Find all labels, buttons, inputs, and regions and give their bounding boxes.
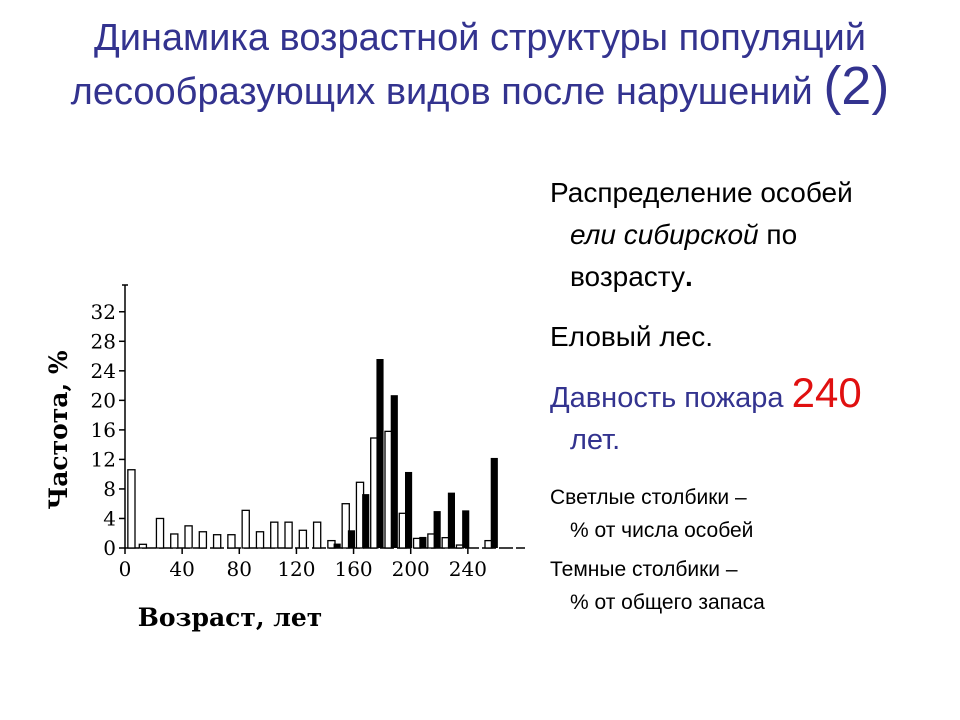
description-line-1: Распределение особей	[550, 177, 853, 208]
light-bars	[127, 430, 493, 549]
legend-dark-line-2: % от общего запаса	[570, 591, 765, 614]
description-dot: .	[684, 261, 693, 292]
chart-svg: 0 4 8 12 16 20 24 28 32 0 40 80 120 160 200 240 Возраст…	[44, 284, 525, 632]
y-tick-label: 20	[91, 388, 116, 412]
description-line-2: ели сибирской по	[550, 214, 950, 256]
y-tick-label: 24	[91, 359, 116, 383]
y-tick-label: 12	[91, 447, 116, 471]
light-bar	[170, 533, 179, 549]
x-tick-label: 160	[334, 557, 372, 581]
page-title: Динамика возрастной структуры популяций …	[0, 14, 960, 116]
chart-axes	[122, 284, 525, 549]
light-bar	[212, 534, 222, 549]
description-line-3: возрасту.	[550, 256, 950, 298]
fire-unit: лет.	[570, 424, 621, 456]
dark-bar	[462, 510, 470, 548]
y-tick-label: 0	[103, 536, 116, 560]
light-bar	[227, 534, 236, 549]
y-tick-label: 16	[91, 418, 116, 442]
chart-ticks: 0 4 8 12 16 20 24 28 32 0 40 80 120 160 200 240	[91, 300, 487, 581]
light-bar	[184, 525, 193, 549]
x-tick-label: 240	[449, 557, 487, 581]
light-bar	[270, 521, 279, 549]
legend-light-line-1: Светлые столбики –	[550, 486, 747, 509]
x-tick-label: 120	[277, 557, 315, 581]
dark-bar	[405, 471, 413, 548]
description-line-3-text: возрасту	[570, 261, 685, 292]
legend-light-line-2: % от числа особей	[570, 519, 754, 542]
dark-bar	[390, 395, 398, 548]
dark-bar	[490, 457, 498, 548]
species-name: ели сибирской	[570, 219, 759, 250]
dark-bar	[333, 543, 341, 548]
dark-bar	[376, 359, 384, 548]
light-bar	[155, 517, 165, 549]
dark-bar	[447, 492, 455, 548]
light-bar	[298, 529, 308, 549]
forest-type: Еловый лес.	[550, 321, 714, 352]
dark-bar	[419, 536, 427, 548]
age-distribution-chart: 0 4 8 12 16 20 24 28 32 0 40 80 120 160 200 240 Возраст…	[20, 275, 540, 645]
title-number: (2)	[823, 56, 890, 116]
description-line-2-rest: по	[758, 219, 798, 250]
y-tick-label: 32	[91, 300, 116, 324]
fire-line: Давность пожара 240	[550, 372, 950, 419]
dark-bars	[333, 359, 498, 548]
description-panel: Распределение особей ели сибирской по во…	[550, 172, 950, 619]
light-bar	[198, 531, 208, 549]
dark-bar	[362, 494, 370, 548]
fire-label: Давность пожара	[550, 382, 792, 414]
title-line-2: лесообразующих видов после нарушений (2)	[0, 59, 960, 116]
dark-bar	[433, 511, 441, 548]
title-line-2-text: лесообразующих видов после нарушений	[70, 71, 813, 113]
fire-value: 240	[791, 369, 862, 416]
light-bar	[241, 509, 250, 549]
legend-dark-line-1: Темные столбики –	[550, 558, 738, 581]
y-tick-label: 28	[91, 329, 116, 353]
light-bar	[284, 521, 293, 549]
light-bar	[127, 469, 136, 549]
x-tick-label: 0	[119, 557, 132, 581]
light-bar	[341, 503, 350, 549]
x-tick-label: 200	[392, 557, 430, 581]
light-bar	[255, 531, 265, 549]
x-tick-label: 40	[169, 557, 194, 581]
x-axis-title: Возраст, лет	[138, 603, 323, 632]
y-tick-label: 4	[103, 506, 116, 530]
title-line-1: Динамика возрастной структуры популяций	[93, 17, 867, 59]
y-axis-title: Частота, %	[44, 350, 73, 510]
x-tick-label: 80	[227, 557, 252, 581]
light-bar	[312, 521, 322, 549]
light-bar	[138, 543, 148, 549]
y-tick-label: 8	[103, 477, 116, 501]
dark-bar	[347, 530, 355, 548]
